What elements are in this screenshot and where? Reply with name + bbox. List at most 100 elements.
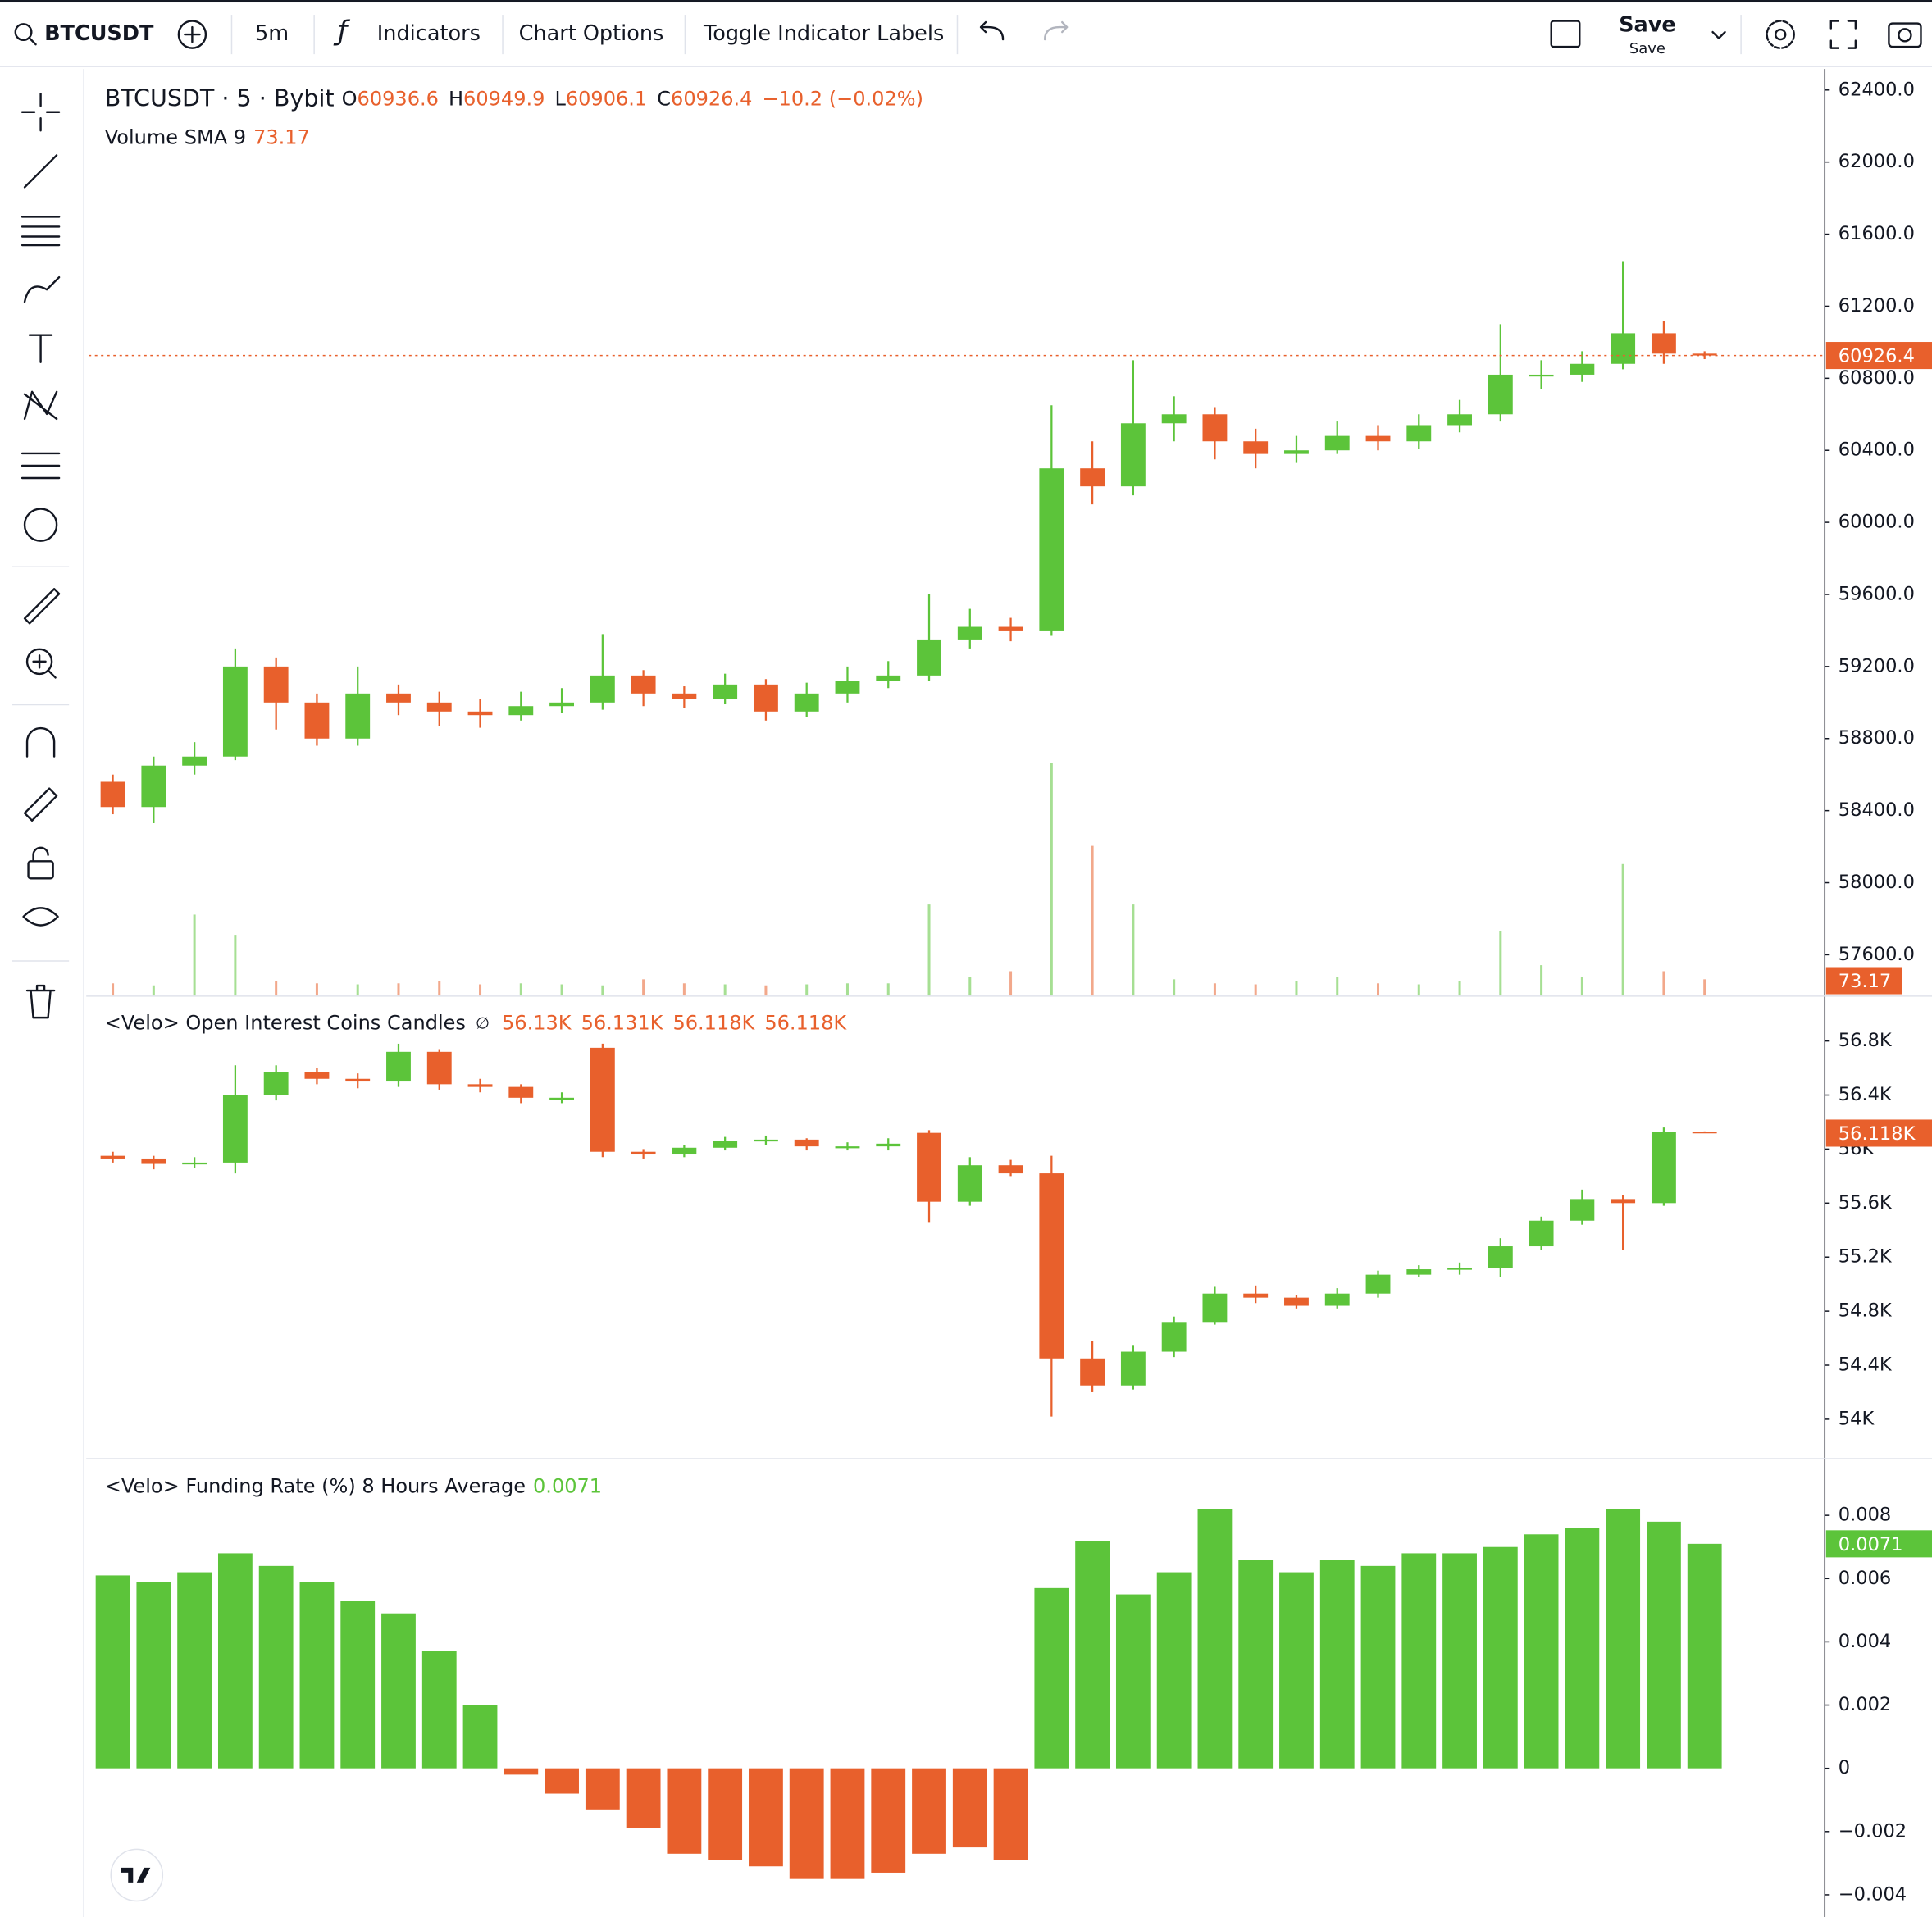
volume-bar <box>886 983 890 996</box>
top-border <box>0 0 1932 3</box>
volume-sma: 73.17 <box>253 125 310 148</box>
screenshot-button[interactable] <box>1888 22 1922 48</box>
volume-label: 73.17 <box>1839 971 1891 992</box>
candle-body <box>222 1095 248 1163</box>
top-toolbar: BTCUSDT 5m ƒ Indicators Chart Options To… <box>0 13 1932 67</box>
compare-button[interactable] <box>177 20 207 49</box>
candle-body <box>753 1139 778 1142</box>
candle-body <box>631 675 656 694</box>
funding-bar <box>340 1601 376 1769</box>
volume-bar <box>1295 981 1298 996</box>
ohlc-value: 60926.4 <box>671 88 752 111</box>
legend: <Velo> Open Interest Coins Candles ∅ 56.13… <box>105 1012 848 1035</box>
funding-bar <box>136 1582 171 1769</box>
left-toolbar <box>12 69 84 1917</box>
candle-body <box>1324 435 1350 451</box>
emoji-tool[interactable] <box>23 508 58 542</box>
funding-bar <box>952 1768 987 1848</box>
ohlc-value: 56.118K <box>672 1012 755 1035</box>
save-button[interactable]: Save <box>1619 13 1676 38</box>
candle-body <box>1365 1274 1391 1294</box>
volume-bar <box>1540 965 1543 996</box>
candle-body <box>672 693 697 699</box>
candle-body <box>1202 1293 1228 1323</box>
y-tick-label: 61200.0 <box>1839 295 1915 316</box>
y-tick-label: 62000.0 <box>1839 151 1915 172</box>
candle-body <box>1611 1199 1636 1204</box>
volume-bar <box>1621 863 1624 996</box>
ohlc-value: 60936.6 <box>358 88 439 111</box>
volume-bar <box>112 983 115 996</box>
candle-body <box>182 1162 207 1165</box>
zoom-tool[interactable] <box>25 648 57 679</box>
candle-body <box>1161 414 1187 424</box>
funding-bar <box>217 1553 253 1769</box>
stay-drawing-tool[interactable] <box>23 787 58 822</box>
funding-bar <box>585 1768 620 1810</box>
ohlc-letter: O <box>342 88 358 111</box>
y-tick-label: 60800.0 <box>1839 367 1915 389</box>
funding-bar <box>545 1768 579 1794</box>
candle-body <box>141 765 166 808</box>
candle-body <box>508 1086 534 1098</box>
lock-tool[interactable] <box>27 846 54 880</box>
candle-body <box>1039 468 1064 631</box>
candle-body <box>141 1158 166 1164</box>
candle-body <box>1284 450 1309 454</box>
layout-button[interactable] <box>1550 20 1581 48</box>
magnet-tool[interactable] <box>25 726 56 758</box>
funding-bar <box>504 1768 539 1775</box>
fullscreen-button[interactable] <box>1829 20 1857 49</box>
ohlc-letter: L <box>554 88 566 111</box>
volume-bar <box>1417 984 1420 996</box>
volume-bar <box>1703 979 1706 996</box>
funding-bar <box>1156 1572 1192 1769</box>
redo-button[interactable] <box>1043 20 1069 41</box>
symbol[interactable]: BTCUSDT <box>44 21 154 46</box>
trend-line-tool[interactable] <box>23 154 58 189</box>
candle-body <box>753 684 778 712</box>
save-menu-button[interactable] <box>1711 30 1726 39</box>
candle-body <box>467 1084 493 1087</box>
funding-bar <box>421 1651 457 1769</box>
y-tick-label: 61600.0 <box>1839 223 1915 244</box>
y-tick-label: 60400.0 <box>1839 439 1915 461</box>
interval-button[interactable]: 5m <box>255 21 289 46</box>
settings-button[interactable] <box>1766 20 1795 49</box>
undo-button[interactable] <box>979 20 1005 41</box>
indicators-button[interactable]: Indicators <box>377 21 481 46</box>
candle-body <box>713 684 738 699</box>
volume-bar <box>1458 981 1461 996</box>
pattern-tool[interactable] <box>23 390 58 421</box>
volume-bar <box>1009 971 1013 996</box>
volume-bar <box>1254 984 1257 996</box>
volume-bar <box>1213 983 1216 996</box>
current-value-label: 60926.4 <box>1839 346 1915 367</box>
candle-body <box>386 693 411 703</box>
measure-tool[interactable] <box>23 588 61 625</box>
y-tick-label: 0.004 <box>1839 1631 1891 1652</box>
funding-bar <box>1524 1534 1559 1769</box>
candle-body <box>1080 468 1105 487</box>
volume-bar <box>356 984 359 996</box>
volume-bar <box>275 981 278 996</box>
delete-tool[interactable] <box>25 984 56 1019</box>
fx-icon[interactable]: ƒ <box>333 15 351 47</box>
funding-bar <box>1279 1572 1314 1769</box>
candle-body <box>263 666 289 703</box>
symbol-search[interactable]: BTCUSDT <box>14 21 154 46</box>
candle-body <box>1365 435 1391 442</box>
hide-tool[interactable] <box>22 907 59 927</box>
chart-options-button[interactable]: Chart Options <box>519 21 664 46</box>
candle-body <box>957 626 982 640</box>
volume-bar <box>315 983 318 996</box>
text-tool[interactable] <box>28 334 53 363</box>
crosshair-tool[interactable] <box>21 93 61 132</box>
candle-body <box>590 1047 615 1152</box>
tradingview-logo[interactable] <box>110 1848 164 1902</box>
candle-body <box>998 1165 1023 1174</box>
toggle-labels-button[interactable]: Toggle Indicator Labels <box>703 21 944 46</box>
brush-tool[interactable] <box>23 275 61 303</box>
fib-tool[interactable] <box>21 216 61 247</box>
prediction-tool[interactable] <box>21 452 61 480</box>
